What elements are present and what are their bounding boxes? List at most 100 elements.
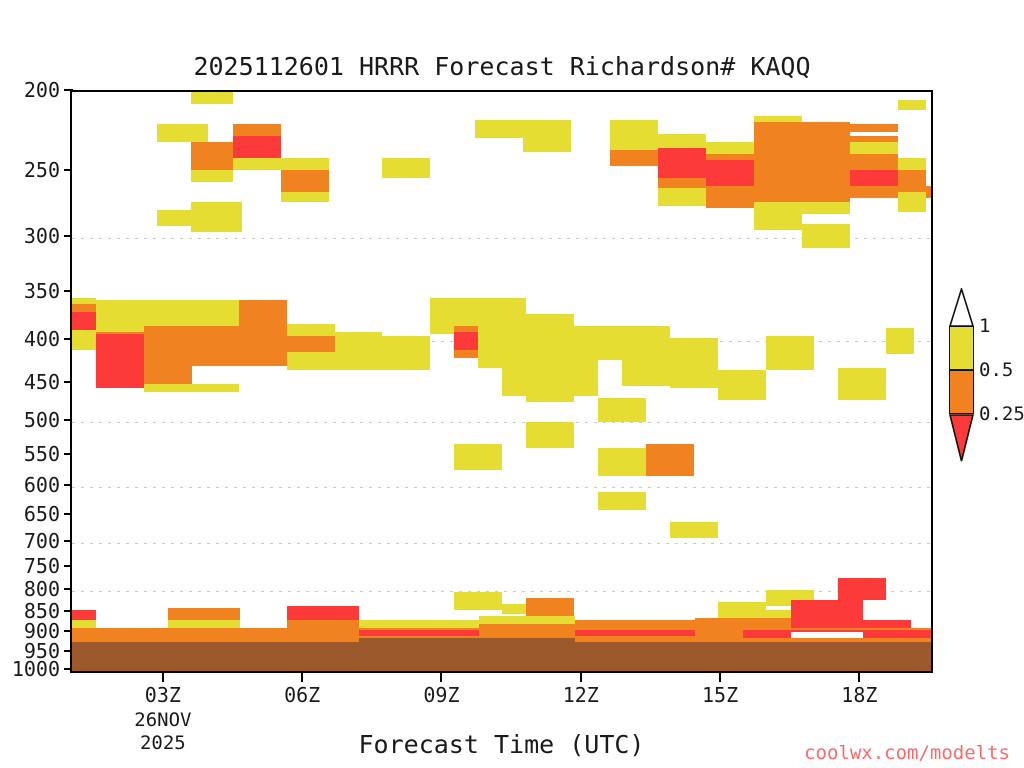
- heatmap-cell: [526, 598, 574, 620]
- heatmap-cell: [646, 448, 694, 476]
- y-axis-tick-200: 200: [23, 78, 60, 102]
- colorbar-label-0.5: 0.5: [979, 359, 1014, 381]
- heatmap-cell: [157, 124, 208, 142]
- heatmap-cell: [610, 120, 658, 150]
- colorbar-label-1: 1: [979, 315, 991, 337]
- heatmap-cell: [191, 92, 233, 104]
- gridline-800: [72, 591, 931, 592]
- heatmap-cell: [575, 630, 695, 636]
- heatmap-cell: [838, 368, 886, 400]
- y-tickmark-850: [64, 609, 73, 612]
- heatmap-cell: [526, 368, 574, 402]
- heatmap-cell: [287, 336, 335, 352]
- heatmap-cell: [658, 148, 706, 178]
- gridline-300: [72, 238, 931, 239]
- x-tickmark-18Z: [858, 673, 861, 682]
- heatmap-cell: [850, 142, 898, 154]
- y-axis-tick-300: 300: [23, 223, 60, 248]
- heatmap-cell: [850, 124, 898, 132]
- heatmap-cell: [598, 448, 646, 476]
- x-axis-tick-09Z: 09Z: [423, 683, 460, 707]
- heatmap-cell: [646, 444, 694, 452]
- y-tickmark-350: [64, 290, 73, 293]
- terrain-layer: [72, 92, 931, 671]
- heatmap-cell: [233, 136, 281, 158]
- heatmap-cell: [658, 188, 706, 206]
- heatmap-cell: [72, 628, 931, 642]
- y-tickmark-700: [64, 539, 73, 542]
- y-tickmark-550: [64, 452, 73, 455]
- y-tickmark-950: [64, 649, 73, 652]
- heatmap-cell: [706, 160, 754, 186]
- heatmap-cell: [72, 304, 96, 314]
- y-axis-tick-350: 350: [23, 279, 60, 304]
- x-axis-date-year: 2025: [139, 732, 186, 754]
- y-axis-tick-1000: 1000: [11, 657, 60, 681]
- heatmap-cell: [191, 170, 233, 182]
- gridline-1000: [72, 671, 931, 672]
- heatmap-cell: [191, 202, 242, 232]
- y-axis-tick-700: 700: [23, 528, 60, 553]
- plot-area: [70, 90, 933, 673]
- y-tickmark-250: [64, 169, 73, 172]
- x-tickmark-15Z: [719, 673, 722, 682]
- y-tickmark-800: [64, 587, 73, 590]
- heatmap-cell: [791, 632, 863, 638]
- heatmap-cell: [850, 154, 898, 170]
- heatmap-cell: [144, 326, 287, 350]
- heatmap-cell: [886, 328, 914, 354]
- heatmap-cell: [838, 578, 886, 600]
- heatmap-cell: [287, 606, 359, 622]
- heatmap-cell: [359, 630, 479, 636]
- colorbar-top-arrow: [948, 286, 975, 327]
- y-axis-tick-650: 650: [23, 502, 60, 527]
- x-axis-tick-03Z: 03Z: [144, 683, 181, 707]
- x-tickmark-06Z: [301, 673, 304, 682]
- x-axis: 03Z 06Z 09Z 12Z 15Z 18Z 26NOV 2025: [70, 673, 933, 754]
- heatmap-cell: [526, 422, 574, 448]
- heatmap-cell: [454, 592, 502, 610]
- y-tickmark-500: [64, 418, 73, 421]
- y-axis-tick-900: 900: [23, 619, 60, 644]
- colorbar-label-0.25: 0.25: [979, 403, 1024, 425]
- x-axis-date-day: 26NOV: [134, 709, 192, 731]
- heatmap-cell: [281, 192, 329, 202]
- y-axis-labels: 200 250 300 350 400 450 500 550 600 650 700 750 800 8…: [0, 78, 60, 681]
- heatmap-cells: [72, 92, 931, 671]
- heatmap-cell: [281, 170, 329, 192]
- chart-title: 2025112601 HRRR Forecast Richardson# KAQ…: [193, 52, 811, 81]
- colorbar-segment-orange: [949, 370, 974, 414]
- terrain-band: [743, 642, 931, 671]
- y-axis-tick-550: 550: [23, 441, 60, 466]
- heatmap-cell: [382, 158, 430, 178]
- heatmap-cell: [144, 384, 239, 392]
- y-axis-tick-400: 400: [23, 327, 60, 352]
- colorbar-segment-yellow: [949, 326, 974, 370]
- y-tickmark-650: [64, 513, 73, 516]
- heatmap-cell: [233, 158, 329, 170]
- heatmap-cell: [802, 224, 850, 248]
- heatmap-cell: [96, 334, 144, 388]
- y-axis-tick-450: 450: [23, 369, 60, 394]
- y-tickmark-900: [64, 630, 73, 633]
- gridline-600: [72, 487, 931, 488]
- heatmap-cell: [658, 134, 706, 148]
- colorbar-legend: 1 0.5 0.25: [941, 286, 1024, 488]
- y-tickmark-750: [64, 564, 73, 567]
- y-axis-tick-800: 800: [23, 576, 60, 601]
- heatmap-cell: [898, 170, 926, 192]
- x-tickmark-12Z: [579, 673, 582, 682]
- colorbar-bottom-arrow: [948, 414, 975, 462]
- y-axis-tickmarks: [0, 89, 80, 673]
- y-tickmark-600: [64, 484, 73, 487]
- heatmap-cell: [598, 492, 646, 510]
- heatmap-cell: [718, 370, 766, 400]
- watermark-link[interactable]: coolwx.com/modelts: [804, 742, 1010, 764]
- heatmap-cell: [898, 158, 926, 170]
- heatmap-cell: [359, 620, 479, 630]
- x-axis-tick-18Z: 18Z: [841, 683, 878, 707]
- y-axis-tick-250: 250: [23, 158, 60, 183]
- heatmap-cell: [658, 178, 706, 188]
- x-tickmark-03Z: [161, 673, 164, 682]
